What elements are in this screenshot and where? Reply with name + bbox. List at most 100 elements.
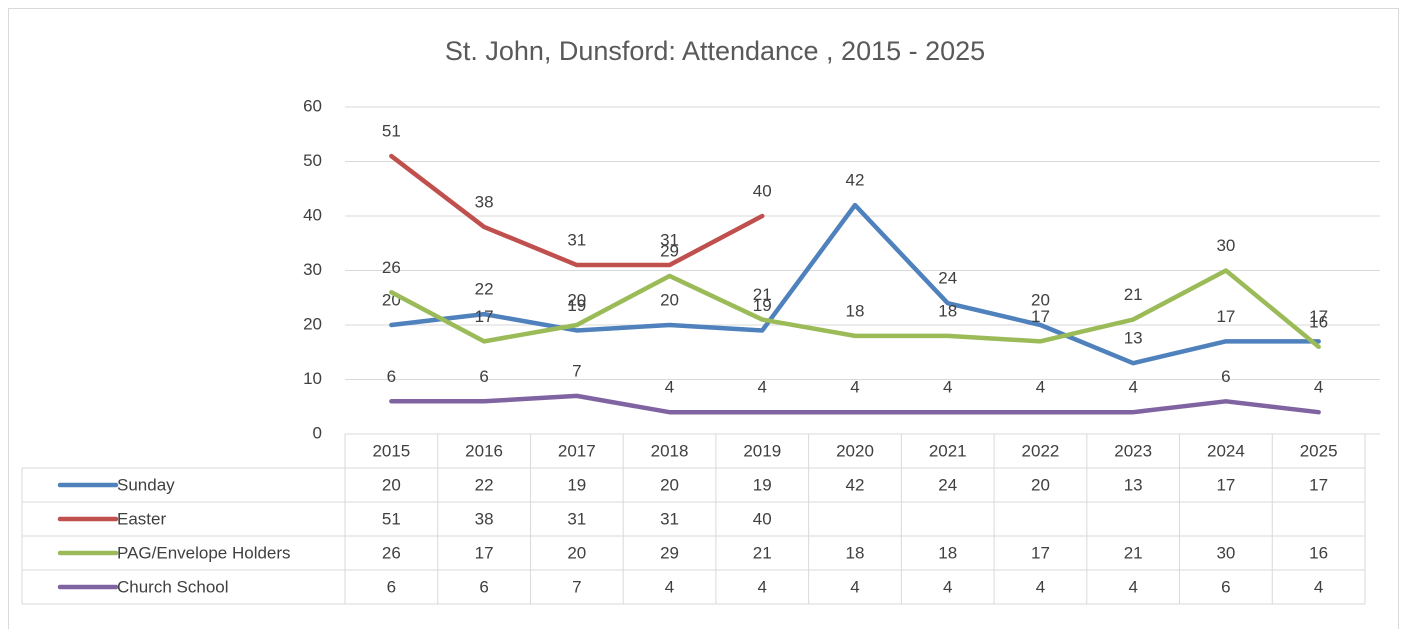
y-tick-label: 10: [303, 369, 322, 388]
table-value: 18: [846, 543, 865, 562]
data-label: 40: [753, 181, 772, 200]
y-tick-label: 40: [303, 205, 322, 224]
series-line: [389, 393, 1321, 415]
table-value: 29: [660, 543, 679, 562]
chart-border: [8, 8, 1399, 629]
x-tick-label: 2020: [836, 441, 874, 460]
table-value: 4: [943, 577, 952, 596]
table-value: 20: [567, 543, 586, 562]
table-value: 4: [1314, 577, 1323, 596]
table-value: 6: [387, 577, 396, 596]
table-value: 26: [382, 543, 401, 562]
data-label: 4: [943, 378, 952, 397]
table-value: 4: [1128, 577, 1137, 596]
table-value: 7: [572, 577, 581, 596]
x-tick-label: 2022: [1022, 441, 1060, 460]
data-label: 29: [660, 241, 679, 260]
data-label: 17: [1216, 307, 1235, 326]
data-label: 4: [758, 378, 767, 397]
data-label: 6: [479, 367, 488, 386]
data-label: 17: [475, 307, 494, 326]
series-line: [389, 202, 1321, 366]
data-label: 17: [1031, 307, 1050, 326]
data-label: 21: [1124, 285, 1143, 304]
table-value: 19: [567, 475, 586, 494]
table-value: 30: [1216, 543, 1235, 562]
data-label: 20: [567, 290, 586, 309]
table-value: 6: [1221, 577, 1230, 596]
table-value: 6: [479, 577, 488, 596]
data-label: 21: [753, 285, 772, 304]
x-tick-label: 2023: [1114, 441, 1152, 460]
x-tick-label: 2025: [1300, 441, 1338, 460]
data-label: 7: [572, 361, 581, 380]
table-value: 42: [846, 475, 865, 494]
data-label: 22: [475, 280, 494, 299]
table-value: 17: [1216, 475, 1235, 494]
table-value: 17: [475, 543, 494, 562]
data-label: 38: [475, 192, 494, 211]
data-label: 4: [850, 378, 859, 397]
data-label: 4: [1128, 378, 1137, 397]
x-tick-label: 2019: [743, 441, 781, 460]
series-line: [389, 153, 765, 268]
table-value: 31: [660, 509, 679, 528]
table-value: 38: [475, 509, 494, 528]
data-label: 16: [1309, 312, 1328, 331]
table-value: 20: [1031, 475, 1050, 494]
data-label: 4: [665, 378, 674, 397]
data-label: 51: [382, 122, 401, 141]
data-label: 6: [387, 367, 396, 386]
table-value: 20: [660, 475, 679, 494]
table-value: 4: [1036, 577, 1045, 596]
data-label: 13: [1124, 329, 1143, 348]
table-value: 17: [1309, 475, 1328, 494]
x-tick-label: 2018: [651, 441, 689, 460]
data-label: 20: [660, 290, 679, 309]
table-value: 4: [665, 577, 674, 596]
table-value: 31: [567, 509, 586, 528]
data-label: 19: [567, 296, 586, 315]
table-value: 40: [753, 509, 772, 528]
table-value: 21: [753, 543, 772, 562]
series-line: [389, 268, 1321, 350]
table-value: 20: [382, 475, 401, 494]
data-label: 18: [938, 301, 957, 320]
chart-title: St. John, Dunsford: Attendance , 2015 - …: [445, 36, 985, 66]
y-tick-label: 50: [303, 151, 322, 170]
y-tick-label: 30: [303, 260, 322, 279]
table-value: 4: [758, 577, 767, 596]
data-label: 26: [382, 258, 401, 277]
data-label: 24: [938, 269, 957, 288]
data-label: 31: [567, 231, 586, 250]
table-value: 16: [1309, 543, 1328, 562]
x-tick-label: 2017: [558, 441, 596, 460]
table-value: 4: [850, 577, 859, 596]
data-label: 17: [1309, 307, 1328, 326]
x-tick-label: 2021: [929, 441, 967, 460]
x-tick-label: 2015: [372, 441, 410, 460]
table-value: 13: [1124, 475, 1143, 494]
y-tick-label: 20: [303, 314, 322, 333]
y-tick-label: 60: [303, 96, 322, 115]
table-value: 22: [475, 475, 494, 494]
x-tick-label: 2024: [1207, 441, 1245, 460]
legend-label: Church School: [117, 577, 229, 596]
data-label: 30: [1216, 236, 1235, 255]
data-label: 4: [1314, 378, 1323, 397]
table-value: 19: [753, 475, 772, 494]
data-label: 31: [660, 231, 679, 250]
table-value: 18: [938, 543, 957, 562]
table-value: 51: [382, 509, 401, 528]
data-label: 20: [1031, 290, 1050, 309]
table-value: 21: [1124, 543, 1143, 562]
legend-label: Easter: [117, 509, 166, 528]
data-label: 18: [846, 301, 865, 320]
table-value: 24: [938, 475, 957, 494]
y-tick-label: 0: [313, 423, 322, 442]
data-label: 19: [753, 296, 772, 315]
legend-label: Sunday: [117, 475, 175, 494]
data-label: 4: [1036, 378, 1045, 397]
x-tick-label: 2016: [465, 441, 503, 460]
